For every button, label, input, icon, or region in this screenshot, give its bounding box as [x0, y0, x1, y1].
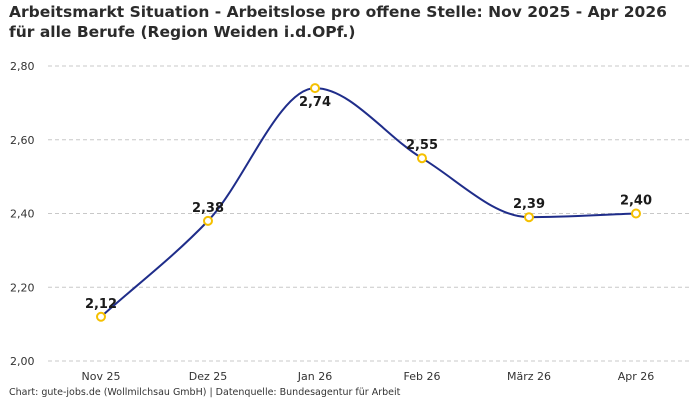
y-tick-label: 2,00 — [10, 355, 35, 368]
series-line — [100, 87, 637, 318]
data-point[interactable] — [96, 311, 106, 322]
data-label: 2,55 — [406, 138, 438, 153]
data-point[interactable] — [631, 208, 641, 219]
y-tick-label: 2,80 — [10, 60, 35, 73]
y-axis-ticks: 2,00 2,20 2,40 2,60 2,80 — [10, 60, 35, 368]
x-tick-label: Feb 26 — [404, 370, 441, 383]
y-tick-label: 2,40 — [10, 208, 35, 221]
x-tick-label: Jan 26 — [297, 370, 332, 383]
data-point[interactable] — [203, 215, 213, 226]
grid-lines — [48, 65, 690, 362]
source-note: Chart: gute-jobs.de (Wollmilchsau GmbH) … — [9, 387, 401, 398]
data-point[interactable] — [524, 212, 534, 223]
data-label: 2,40 — [620, 194, 652, 209]
data-label: 2,12 — [85, 297, 117, 312]
data-point[interactable] — [310, 83, 320, 94]
data-label: 2,74 — [299, 95, 331, 110]
x-tick-label: März 26 — [507, 370, 551, 383]
data-label: 2,39 — [513, 197, 545, 212]
chart-title: Arbeitsmarkt Situation - Arbeitslose pro… — [9, 3, 667, 41]
data-points — [96, 83, 641, 322]
x-tick-label: Apr 26 — [618, 370, 655, 383]
data-labels: 2,12 2,38 2,74 2,55 2,39 2,40 — [85, 95, 652, 312]
x-axis-ticks: Nov 25 Dez 25 Jan 26 Feb 26 März 26 Apr 26 — [82, 370, 655, 383]
x-tick-label: Dez 25 — [189, 370, 228, 383]
data-label: 2,38 — [192, 201, 224, 216]
data-point[interactable] — [417, 153, 427, 164]
x-tick-label: Nov 25 — [82, 370, 121, 383]
y-tick-label: 2,20 — [10, 281, 35, 294]
y-tick-label: 2,60 — [10, 134, 35, 147]
